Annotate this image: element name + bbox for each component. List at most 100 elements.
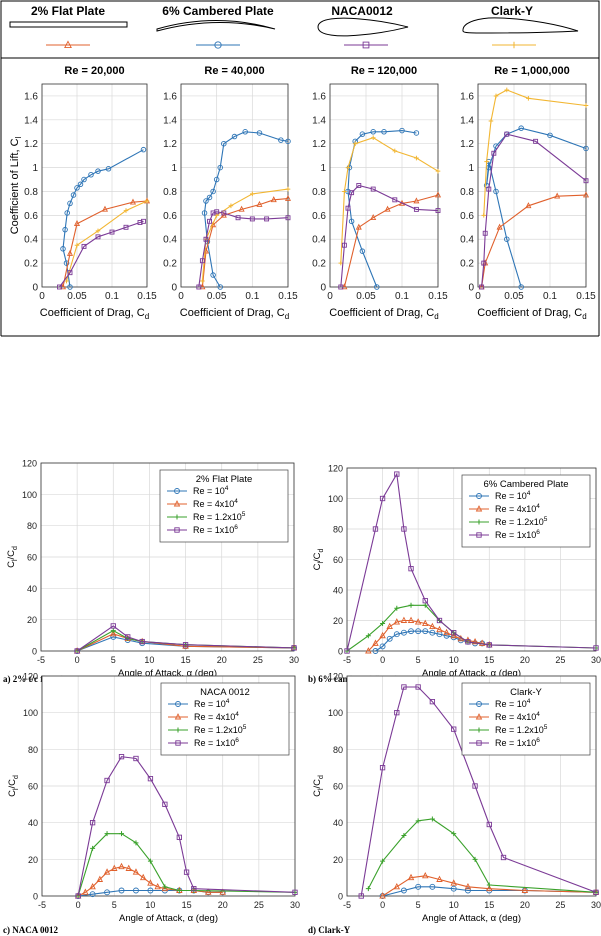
series-line: [340, 137, 439, 264]
x-tick-label: -5: [343, 655, 351, 665]
y-tick-label: 0.2: [312, 259, 326, 270]
y-tick-label: 120: [328, 672, 343, 682]
y-tick-label: 1.4: [460, 115, 474, 126]
plot-frame: [180, 83, 289, 288]
y-tick-label: 80: [27, 521, 37, 531]
x-tick-label: 0: [39, 291, 45, 302]
plot-frame: [329, 83, 439, 288]
data-point: [386, 635, 393, 642]
y-axis-label: Cl/Cd: [312, 548, 325, 570]
data-point: [493, 188, 499, 195]
data-point: [475, 505, 483, 512]
y-tick-label: 0.4: [460, 235, 474, 246]
data-point: [203, 198, 209, 204]
data-point: [436, 617, 443, 624]
data-point: [486, 642, 492, 648]
data-point: [88, 172, 94, 178]
data-point: [365, 886, 371, 892]
data-point: [472, 856, 478, 862]
data-point: [504, 87, 510, 93]
series-line: [486, 127, 587, 288]
data-point: [435, 168, 441, 174]
data-point: [64, 40, 72, 49]
data-point: [199, 258, 205, 264]
series-square: [358, 684, 599, 899]
data-point: [123, 208, 129, 213]
data-point: [214, 209, 220, 215]
y-tick-label: 0.2: [460, 259, 474, 270]
x-tick-label: 0: [75, 655, 80, 665]
data-point: [450, 885, 457, 892]
data-point: [451, 726, 457, 732]
data-point: [201, 210, 208, 216]
data-point: [372, 648, 379, 654]
legend-title: 2% Flat Plate: [196, 474, 253, 485]
x-tick-label: 5: [416, 900, 421, 910]
data-point: [221, 210, 227, 216]
data-point: [435, 208, 441, 214]
legend-entry-exponent: 6: [235, 737, 239, 744]
y-tick-label: 0: [468, 283, 474, 294]
y-axis-label-subscript: l: [318, 788, 325, 790]
data-point: [182, 642, 189, 649]
y-axis-label: Cl/Cd: [7, 775, 20, 797]
data-point: [356, 183, 362, 188]
data-point: [147, 879, 154, 886]
data-point: [500, 854, 507, 861]
data-point: [370, 135, 376, 141]
data-point: [74, 185, 80, 191]
plot-frame: [346, 467, 597, 652]
data-point: [408, 628, 414, 635]
data-point: [196, 284, 202, 290]
y-tick-label: 0.8: [163, 187, 177, 198]
data-point: [593, 889, 599, 895]
data-point: [81, 176, 87, 183]
data-point: [451, 630, 457, 636]
airfoil-legend-item-clark-y: Clark-Y: [462, 4, 579, 34]
data-point: [62, 226, 68, 233]
data-point: [67, 270, 73, 276]
series-circle: [201, 129, 291, 290]
data-point: [176, 834, 182, 840]
x-tick-label: 30: [290, 900, 300, 910]
x-tick-label: 0: [475, 291, 481, 302]
x-axis-label-subscript: d: [582, 312, 586, 321]
y-axis-label-slash: /C: [6, 550, 17, 560]
data-point: [219, 888, 226, 895]
data-point: [104, 889, 111, 896]
series-square: [57, 218, 146, 290]
data-point: [510, 41, 518, 49]
x-axis-label: Angle of Attack, α (deg): [422, 668, 521, 679]
data-point: [359, 131, 366, 137]
data-point: [147, 887, 154, 894]
data-point: [481, 213, 487, 218]
data-point: [270, 196, 277, 203]
data-point: [443, 628, 450, 636]
y-tick-label: 120: [22, 459, 37, 469]
data-point: [429, 883, 436, 890]
data-point: [379, 495, 386, 502]
data-point: [119, 831, 125, 837]
data-point: [109, 229, 115, 235]
legend-box: Clark-YRe = 104 Re = 4x104 Re = 1.2x105 Re …: [461, 682, 591, 756]
y-tick-label: 1.4: [312, 115, 326, 126]
data-point: [345, 205, 351, 211]
data-point: [104, 831, 110, 837]
x-tick-label: 0.15: [137, 291, 157, 302]
data-point: [465, 639, 471, 645]
y-axis-label: Coefficient of Lift, Cl: [9, 136, 23, 234]
series-line: [203, 131, 289, 288]
y-tick-label: 1: [320, 163, 326, 174]
x-tick-label: 20: [520, 900, 530, 910]
series-line: [382, 886, 597, 897]
airfoil-legend-item-naca0012: NACA0012: [317, 4, 409, 37]
flat-plate-shape-icon: [9, 21, 128, 28]
x-tick-label: 15: [182, 900, 192, 910]
x-tick-label: 0: [380, 900, 385, 910]
data-point: [175, 727, 181, 733]
data-point: [370, 214, 377, 221]
x-tick-label: 0: [178, 291, 184, 302]
legend-entry-label: Re = 104: [495, 490, 531, 501]
y-tick-label: 80: [28, 745, 38, 755]
